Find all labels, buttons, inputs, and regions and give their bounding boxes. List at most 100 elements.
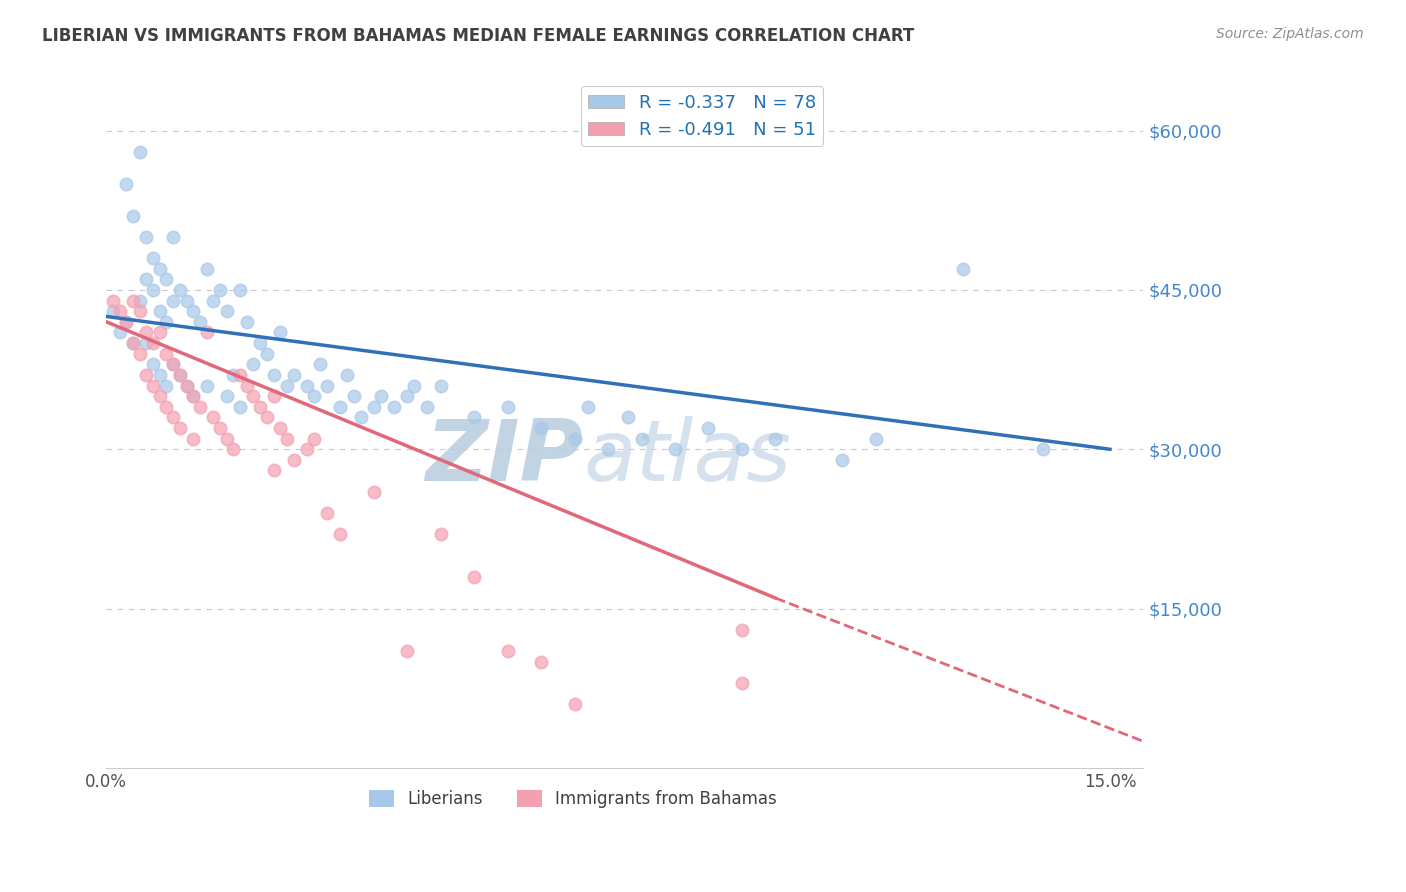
Point	[101, 293, 124, 308]
Point	[283, 453, 305, 467]
Point	[108, 326, 131, 340]
Point	[336, 368, 359, 382]
Point	[208, 283, 231, 297]
Point	[215, 304, 238, 318]
Point	[316, 506, 339, 520]
Point	[276, 378, 298, 392]
Point	[731, 676, 754, 690]
Legend: Liberians, Immigrants from Bahamas: Liberians, Immigrants from Bahamas	[363, 783, 783, 815]
Point	[564, 697, 586, 711]
Point	[162, 410, 184, 425]
Point	[276, 432, 298, 446]
Point	[181, 304, 204, 318]
Point	[952, 261, 974, 276]
Point	[149, 368, 172, 382]
Point	[731, 623, 754, 637]
Point	[122, 209, 145, 223]
Point	[630, 432, 652, 446]
Point	[249, 400, 271, 414]
Point	[329, 527, 352, 541]
Point	[349, 410, 371, 425]
Point	[155, 400, 177, 414]
Point	[142, 283, 165, 297]
Point	[242, 357, 264, 371]
Point	[122, 336, 145, 351]
Point	[430, 527, 453, 541]
Point	[181, 432, 204, 446]
Point	[215, 432, 238, 446]
Point	[564, 432, 586, 446]
Point	[416, 400, 439, 414]
Point	[135, 368, 157, 382]
Point	[530, 655, 553, 669]
Point	[530, 421, 553, 435]
Point	[155, 272, 177, 286]
Text: atlas: atlas	[583, 416, 792, 499]
Point	[208, 421, 231, 435]
Point	[188, 315, 211, 329]
Point	[181, 389, 204, 403]
Point	[242, 389, 264, 403]
Point	[135, 229, 157, 244]
Point	[155, 378, 177, 392]
Point	[142, 357, 165, 371]
Point	[176, 378, 198, 392]
Point	[295, 442, 318, 457]
Point	[402, 378, 425, 392]
Point	[263, 368, 285, 382]
Point	[309, 357, 332, 371]
Point	[256, 346, 278, 360]
Point	[496, 400, 519, 414]
Point	[236, 315, 259, 329]
Point	[135, 326, 157, 340]
Point	[598, 442, 620, 457]
Point	[149, 304, 172, 318]
Text: ZIP: ZIP	[426, 416, 583, 499]
Point	[149, 326, 172, 340]
Point	[169, 368, 191, 382]
Point	[256, 410, 278, 425]
Point	[229, 368, 252, 382]
Point	[1032, 442, 1054, 457]
Point	[763, 432, 786, 446]
Point	[249, 336, 271, 351]
Point	[115, 315, 138, 329]
Point	[343, 389, 366, 403]
Point	[115, 177, 138, 191]
Point	[430, 378, 453, 392]
Point	[195, 326, 218, 340]
Point	[128, 346, 150, 360]
Point	[363, 400, 385, 414]
Point	[128, 145, 150, 159]
Point	[617, 410, 640, 425]
Point	[222, 368, 245, 382]
Point	[370, 389, 392, 403]
Point	[101, 304, 124, 318]
Point	[122, 293, 145, 308]
Point	[463, 410, 485, 425]
Point	[263, 463, 285, 477]
Point	[195, 378, 218, 392]
Point	[149, 261, 172, 276]
Point	[195, 261, 218, 276]
Point	[155, 315, 177, 329]
Point	[382, 400, 405, 414]
Point	[176, 293, 198, 308]
Point	[122, 336, 145, 351]
Point	[128, 304, 150, 318]
Point	[215, 389, 238, 403]
Point	[162, 229, 184, 244]
Point	[363, 484, 385, 499]
Point	[283, 368, 305, 382]
Point	[128, 293, 150, 308]
Point	[149, 389, 172, 403]
Point	[188, 400, 211, 414]
Point	[316, 378, 339, 392]
Point	[115, 315, 138, 329]
Point	[463, 570, 485, 584]
Point	[229, 283, 252, 297]
Point	[142, 336, 165, 351]
Point	[181, 389, 204, 403]
Point	[135, 336, 157, 351]
Point	[697, 421, 720, 435]
